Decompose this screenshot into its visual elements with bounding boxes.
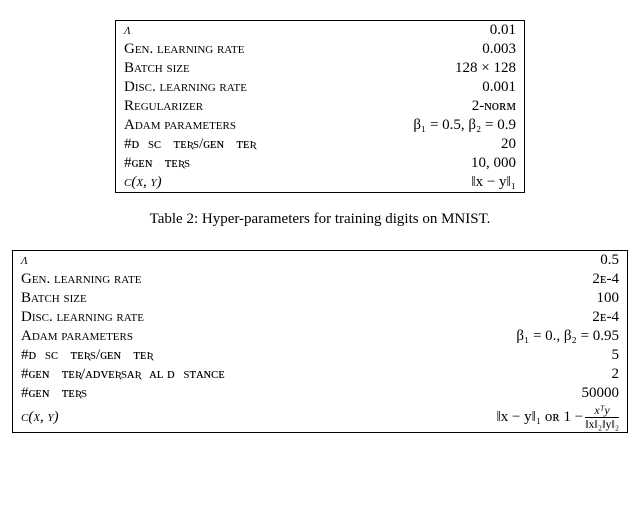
- hyperparams-table-2: λ0.5Gen. learning rate2ᴇ-4Batch size100D…: [12, 250, 628, 433]
- table-row: Regularizer2-ɴᴏʀᴍ: [116, 97, 525, 116]
- param-name: Disc. learning rate: [116, 78, 343, 97]
- param-value: 0.5: [390, 251, 628, 271]
- param-value: ‖x − y‖₁: [342, 173, 524, 193]
- param-name: #ɢᴇɴ ɪᴛᴇʀs: [13, 384, 390, 403]
- table-row: Gen. learning rate2ᴇ-4: [13, 270, 628, 289]
- param-name: Disc. learning rate: [13, 308, 390, 327]
- param-name: #ᴅɪsᴄ ɪᴛᴇʀs/ɢᴇɴ ɪᴛᴇʀ: [116, 135, 343, 154]
- param-name: Gen. learning rate: [116, 40, 343, 59]
- param-name: Regularizer: [116, 97, 343, 116]
- param-name: #ɢᴇɴ ɪᴛᴇʀ/ᴀᴅᴠᴇʀsᴀʀɪᴀʟ ᴅɪsᴛᴀɴᴄᴇ: [13, 365, 390, 384]
- param-name: c(x, y): [116, 173, 343, 193]
- param-name: c(x, y): [13, 403, 390, 433]
- param-name: Gen. learning rate: [13, 270, 390, 289]
- param-name: Adam parameters: [116, 116, 343, 135]
- param-value: 2-ɴᴏʀᴍ: [342, 97, 524, 116]
- table-row: #ɢᴇɴ ɪᴛᴇʀs50000: [13, 384, 628, 403]
- table-caption: Table 2: Hyper-parameters for training d…: [12, 211, 628, 228]
- param-value: 2ᴇ-4: [390, 270, 628, 289]
- param-value: 50000: [390, 384, 628, 403]
- table-row: Batch size128 × 128: [116, 59, 525, 78]
- table-row: Adam parametersβ₁ = 0., β₂ = 0.95: [13, 327, 628, 346]
- table-row: #ɢᴇɴ ɪᴛᴇʀ/ᴀᴅᴠᴇʀsᴀʀɪᴀʟ ᴅɪsᴛᴀɴᴄᴇ2: [13, 365, 628, 384]
- cost-prefix: ‖x − y‖₁ ᴏʀ 1 −: [497, 409, 584, 426]
- table-row: λ0.01: [116, 21, 525, 41]
- param-value: 2ᴇ-4: [390, 308, 628, 327]
- param-name: Batch size: [13, 289, 390, 308]
- table-row: Disc. learning rate0.001: [116, 78, 525, 97]
- table-row: #ᴅɪsᴄ ɪᴛᴇʀs/ɢᴇɴ ɪᴛᴇʀ5: [13, 346, 628, 365]
- table-row: Adam parametersβ₁ = 0.5, β₂ = 0.9: [116, 116, 525, 135]
- param-value: 0.001: [342, 78, 524, 97]
- hyperparams-table-1: λ0.01Gen. learning rate0.003Batch size12…: [115, 20, 525, 193]
- param-value: ‖x − y‖₁ ᴏʀ 1 − xᵀy‖x‖₂‖y‖₂: [390, 403, 628, 433]
- fraction-numerator: xᵀy: [594, 404, 609, 417]
- param-value: 20: [342, 135, 524, 154]
- table-row: Gen. learning rate0.003: [116, 40, 525, 59]
- param-value: 10, 000: [342, 154, 524, 173]
- fraction-denominator: ‖x‖₂‖y‖₂: [585, 418, 619, 431]
- param-name: λ: [13, 251, 390, 271]
- table-row: Batch size100: [13, 289, 628, 308]
- table-row: c(x, y)‖x − y‖₁: [116, 173, 525, 193]
- table-row: #ɢᴇɴ ɪᴛᴇʀs10, 000: [116, 154, 525, 173]
- param-value: 0.01: [342, 21, 524, 41]
- param-name: #ᴅɪsᴄ ɪᴛᴇʀs/ɢᴇɴ ɪᴛᴇʀ: [13, 346, 390, 365]
- table-row: λ0.5: [13, 251, 628, 271]
- param-value: 128 × 128: [342, 59, 524, 78]
- param-value: β₁ = 0.5, β₂ = 0.9: [342, 116, 524, 135]
- param-value: β₁ = 0., β₂ = 0.95: [390, 327, 628, 346]
- param-value: 100: [390, 289, 628, 308]
- param-name: Adam parameters: [13, 327, 390, 346]
- param-value: 5: [390, 346, 628, 365]
- param-value: 2: [390, 365, 628, 384]
- table-row: Disc. learning rate2ᴇ-4: [13, 308, 628, 327]
- param-value: 0.003: [342, 40, 524, 59]
- param-name: λ: [116, 21, 343, 41]
- table-row: c(x, y)‖x − y‖₁ ᴏʀ 1 − xᵀy‖x‖₂‖y‖₂: [13, 403, 628, 433]
- table-row: #ᴅɪsᴄ ɪᴛᴇʀs/ɢᴇɴ ɪᴛᴇʀ20: [116, 135, 525, 154]
- param-name: #ɢᴇɴ ɪᴛᴇʀs: [116, 154, 343, 173]
- param-name: Batch size: [116, 59, 343, 78]
